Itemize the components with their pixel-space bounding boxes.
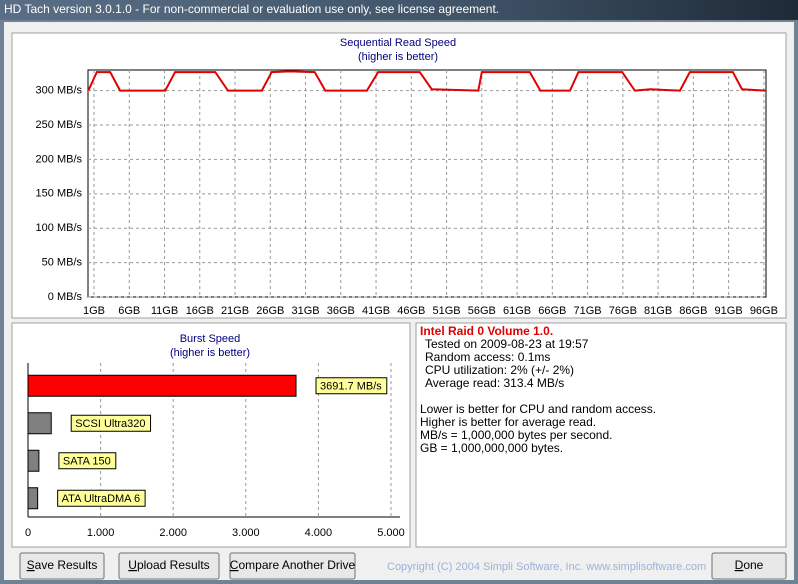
info-line: CPU utilization: 2% (+/- 2%) xyxy=(425,363,574,377)
info-note: Lower is better for CPU and random acces… xyxy=(420,402,656,416)
x-tick-label: 5.000 xyxy=(377,527,405,539)
x-tick-label: 3.000 xyxy=(232,527,260,539)
x-tick-label: 1.000 xyxy=(87,527,115,539)
info-note: Higher is better for average read. xyxy=(420,415,596,429)
button[interactable]: Upload Results xyxy=(118,552,220,580)
bar-label: ATA UltraDMA 6 xyxy=(62,493,140,505)
info-line: Random access: 0.1ms xyxy=(425,350,550,364)
button-label: Upload Results xyxy=(128,558,209,572)
x-tick-label: 21GB xyxy=(221,305,249,317)
accelerator: C xyxy=(230,558,239,572)
info-line: Tested on 2009-08-23 at 19:57 xyxy=(425,337,589,351)
burst-bar xyxy=(27,412,52,435)
burst-bar xyxy=(27,449,40,472)
chart-title: Burst Speed xyxy=(180,333,241,345)
burst-bar xyxy=(27,374,297,397)
x-tick-label: 6GB xyxy=(118,305,140,317)
accelerator: S xyxy=(27,558,35,572)
read-speed-line xyxy=(87,70,767,92)
button[interactable]: Save Results xyxy=(19,552,105,580)
label-box xyxy=(57,489,146,507)
x-tick-label: 11GB xyxy=(151,305,178,317)
label-box xyxy=(315,377,388,395)
x-tick-label: 31GB xyxy=(291,305,319,317)
x-tick-label: 1GB xyxy=(83,305,105,317)
info-panel xyxy=(415,322,787,548)
accelerator: D xyxy=(735,558,744,572)
y-tick-label: 100 MB/s xyxy=(36,222,83,234)
info-heading: Intel Raid 0 Volume 1.0. xyxy=(420,324,553,338)
label-rest: ave Results xyxy=(35,558,98,572)
label-rest: pload Results xyxy=(137,558,210,572)
x-tick-label: 51GB xyxy=(432,305,460,317)
x-tick-label: 61GB xyxy=(503,305,531,317)
x-tick-label: 56GB xyxy=(468,305,496,317)
label-rest: ompare Another Drive xyxy=(238,558,355,572)
x-tick-label: 4.000 xyxy=(305,527,333,539)
bar-label: 3691.7 MB/s xyxy=(320,381,382,393)
button-face xyxy=(118,552,220,580)
button-label: Compare Another Drive xyxy=(230,558,356,572)
y-tick-label: 50 MB/s xyxy=(42,257,83,269)
y-tick-label: 250 MB/s xyxy=(36,119,83,131)
x-tick-label: 16GB xyxy=(186,305,214,317)
x-tick-label: 66GB xyxy=(538,305,566,317)
x-tick-label: 91GB xyxy=(715,305,743,317)
x-tick-label: 46GB xyxy=(397,305,425,317)
chart-subtitle: (higher is better) xyxy=(170,347,250,359)
x-tick-label: 96GB xyxy=(750,305,778,317)
bar-label: SCSI Ultra320 xyxy=(75,418,145,430)
x-tick-label: 76GB xyxy=(609,305,637,317)
button-face xyxy=(19,552,105,580)
x-tick-label: 41GB xyxy=(362,305,390,317)
label-rest: one xyxy=(743,558,763,572)
window-title: HD Tach version 3.0.1.0 - For non-commer… xyxy=(4,2,499,16)
x-tick-label: 86GB xyxy=(679,305,707,317)
y-tick-label: 0 MB/s xyxy=(48,291,83,303)
info-note: MB/s = 1,000,000 bytes per second. xyxy=(420,428,612,442)
x-tick-label: 71GB xyxy=(574,305,602,317)
plot-area xyxy=(87,69,767,298)
title-bar xyxy=(0,0,798,20)
chart-title: Sequential Read Speed xyxy=(340,37,456,49)
x-tick-label: 0 xyxy=(25,527,31,539)
x-tick-label: 2.000 xyxy=(159,527,187,539)
info-note: GB = 1,000,000,000 bytes. xyxy=(420,441,563,455)
burst-panel xyxy=(11,322,411,548)
button-face xyxy=(711,552,787,580)
button-label: Done xyxy=(735,558,764,572)
y-tick-label: 300 MB/s xyxy=(36,85,83,97)
label-box xyxy=(58,452,117,470)
done-button[interactable]: Done xyxy=(711,552,787,580)
x-tick-label: 36GB xyxy=(327,305,355,317)
chart-subtitle: (higher is better) xyxy=(358,51,438,63)
label-box xyxy=(70,414,152,432)
x-tick-label: 26GB xyxy=(256,305,284,317)
y-tick-label: 200 MB/s xyxy=(36,153,83,165)
info-line: Average read: 313.4 MB/s xyxy=(425,376,564,390)
y-tick-label: 150 MB/s xyxy=(36,188,83,200)
button-face xyxy=(229,552,356,580)
bar-label: SATA 150 xyxy=(63,456,111,468)
button[interactable]: Compare Another Drive xyxy=(229,552,356,580)
burst-bar xyxy=(27,487,39,510)
accelerator: U xyxy=(128,558,137,572)
x-tick-label: 81GB xyxy=(644,305,672,317)
copyright: Copyright (C) 2004 Simpli Software, Inc.… xyxy=(387,561,706,573)
button-label: Save Results xyxy=(27,558,98,572)
